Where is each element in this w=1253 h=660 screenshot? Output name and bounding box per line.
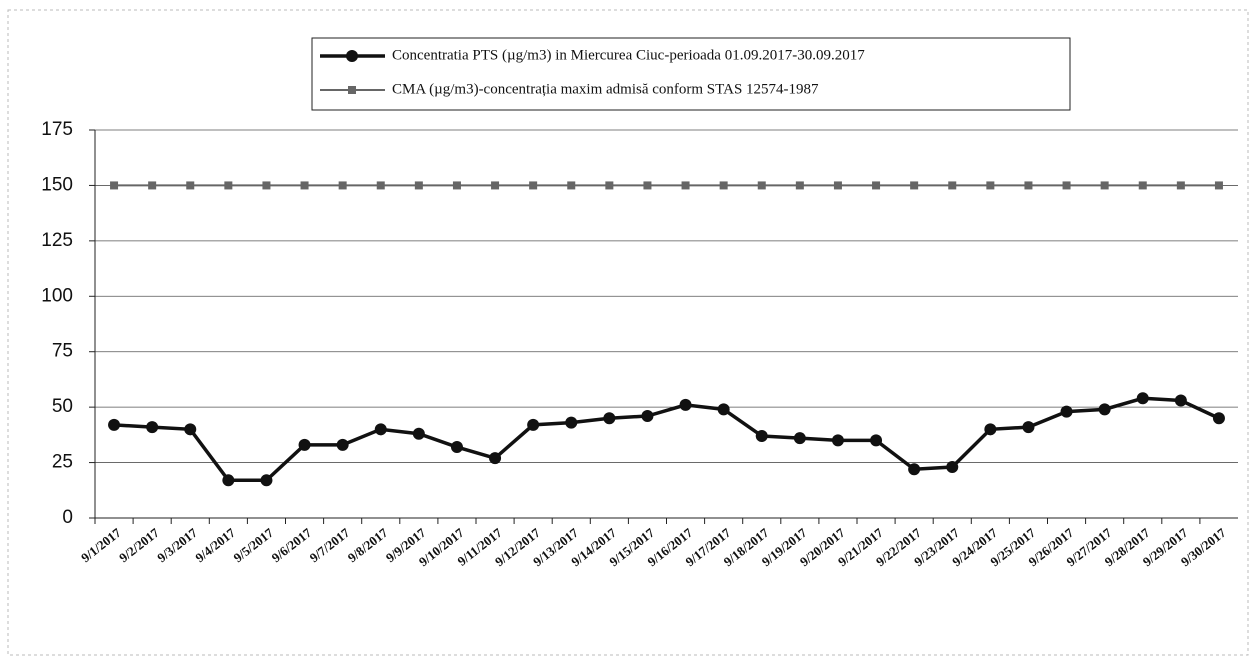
series-marker bbox=[986, 181, 995, 190]
series-marker bbox=[298, 438, 311, 451]
series-line bbox=[113, 396, 1220, 483]
legend-marker bbox=[346, 50, 358, 62]
series-marker bbox=[1100, 181, 1109, 190]
series-marker bbox=[1136, 392, 1149, 405]
series-marker bbox=[336, 438, 349, 451]
series-marker bbox=[910, 181, 919, 190]
series-marker bbox=[1024, 181, 1033, 190]
series-marker bbox=[567, 181, 576, 190]
series-marker bbox=[146, 421, 159, 434]
x-tick-label: 9/3/2017 bbox=[154, 525, 200, 566]
series-marker bbox=[108, 418, 121, 431]
y-tick-label: 0 bbox=[62, 507, 73, 528]
series-marker bbox=[565, 416, 578, 429]
x-tick-label: 9/7/2017 bbox=[307, 525, 353, 566]
series-marker bbox=[643, 181, 652, 190]
legend-box bbox=[311, 37, 1071, 111]
series-marker bbox=[1062, 181, 1071, 190]
series-marker bbox=[489, 452, 502, 465]
series-marker bbox=[224, 181, 233, 190]
series-marker bbox=[374, 423, 387, 436]
y-tick-label: 25 bbox=[52, 452, 73, 473]
series-marker bbox=[795, 181, 804, 190]
series-marker bbox=[412, 427, 425, 440]
series-marker bbox=[262, 181, 271, 190]
series-marker bbox=[1176, 181, 1185, 190]
series-marker bbox=[491, 181, 500, 190]
legend-marker bbox=[348, 86, 356, 94]
legend-label: Concentratia PTS (µg/m3) in Miercurea Ci… bbox=[392, 47, 865, 63]
series-marker bbox=[338, 181, 347, 190]
series-marker bbox=[681, 181, 690, 190]
series-marker bbox=[603, 412, 616, 425]
series-marker bbox=[184, 423, 197, 436]
series-marker bbox=[870, 434, 883, 447]
series-marker bbox=[679, 398, 692, 411]
series-marker bbox=[833, 181, 842, 190]
series-marker bbox=[1138, 181, 1147, 190]
series-marker bbox=[948, 181, 957, 190]
series-marker bbox=[1174, 394, 1187, 407]
series-marker bbox=[908, 463, 921, 476]
y-tick-label: 50 bbox=[52, 396, 73, 417]
series-marker bbox=[1214, 181, 1223, 190]
series-marker bbox=[110, 181, 119, 190]
x-tick-label: 9/2/2017 bbox=[116, 525, 162, 566]
series-marker bbox=[719, 181, 728, 190]
series-marker bbox=[527, 418, 540, 431]
series-marker bbox=[186, 181, 195, 190]
y-tick-label: 75 bbox=[52, 341, 73, 362]
y-tick-label: 125 bbox=[41, 230, 73, 251]
y-tick-label: 100 bbox=[41, 285, 73, 306]
series-marker bbox=[300, 181, 309, 190]
series-marker bbox=[605, 181, 614, 190]
series-marker bbox=[260, 474, 273, 487]
x-tick-label: 9/6/2017 bbox=[269, 525, 315, 566]
series-marker bbox=[717, 403, 730, 416]
series-marker bbox=[1060, 405, 1073, 418]
series-marker bbox=[641, 410, 654, 423]
series-marker bbox=[872, 181, 881, 190]
series-marker bbox=[1022, 421, 1035, 434]
series-marker bbox=[755, 429, 768, 442]
series-marker bbox=[452, 181, 461, 190]
chart-border bbox=[7, 9, 1249, 656]
series-marker bbox=[414, 181, 423, 190]
series-marker bbox=[793, 432, 806, 445]
series-marker bbox=[946, 461, 959, 474]
series-marker bbox=[529, 181, 538, 190]
y-tick-label: 150 bbox=[41, 174, 73, 195]
x-tick-label: 9/4/2017 bbox=[192, 525, 238, 566]
series-marker bbox=[222, 474, 235, 487]
x-tick-label: 9/5/2017 bbox=[230, 525, 276, 566]
series-marker bbox=[1212, 412, 1225, 425]
y-tick-label: 175 bbox=[41, 119, 73, 140]
series-marker bbox=[376, 181, 385, 190]
x-tick-label: 9/1/2017 bbox=[78, 525, 124, 566]
series-marker bbox=[757, 181, 766, 190]
series-marker bbox=[831, 434, 844, 447]
series-marker bbox=[1098, 403, 1111, 416]
legend-label: CMA (µg/m3)-concentrația maxim admisă co… bbox=[392, 81, 819, 97]
series-marker bbox=[148, 181, 157, 190]
series-marker bbox=[984, 423, 997, 436]
x-tick-label: 9/8/2017 bbox=[345, 525, 391, 566]
series-marker bbox=[450, 441, 463, 454]
